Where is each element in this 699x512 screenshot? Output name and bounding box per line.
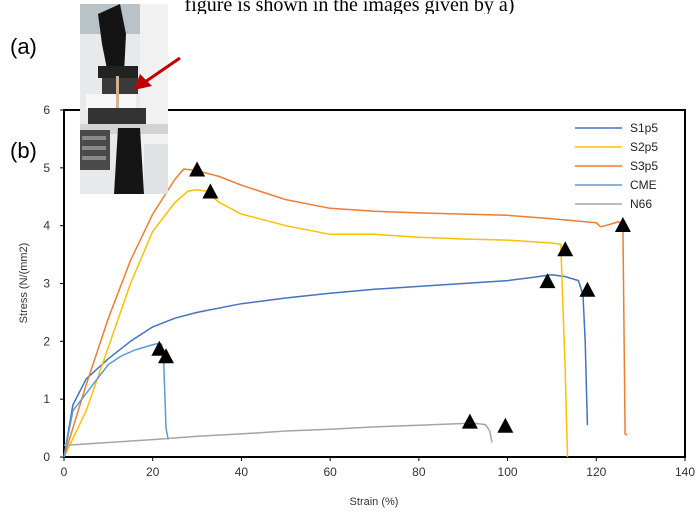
y-tick-label: 0 [43, 450, 50, 464]
test-setup-photo [80, 4, 168, 194]
legend-label-cme: CME [630, 178, 657, 192]
failure-marker-triangle [202, 183, 219, 199]
y-tick-label: 4 [43, 219, 50, 233]
x-tick-label: 60 [323, 465, 337, 479]
x-tick-label: 80 [412, 465, 426, 479]
failure-marker-triangle [151, 340, 168, 356]
axis-ticks: 0 20 40 60 80 100 120 140 0 1 2 3 4 5 6 [43, 103, 695, 479]
series-line-s1p5 [63, 274, 589, 458]
legend: S1p5 S2p5 S3p5 CME N66 [575, 121, 658, 211]
failure-marker-triangle [189, 161, 206, 177]
x-tick-label: 0 [61, 465, 68, 479]
x-tick-label: 40 [235, 465, 249, 479]
series-line-cme [63, 342, 169, 458]
failure-marker-triangle [579, 281, 596, 297]
panel-label-b: (b) [10, 138, 37, 163]
legend-label-s2p5: S2p5 [630, 140, 658, 154]
test-setup-photo-image [80, 4, 168, 194]
y-tick-label: 3 [43, 277, 50, 291]
y-axis-title: Stress (N/(mm2) [18, 243, 30, 324]
y-tick-label: 1 [43, 392, 50, 406]
failure-marker-triangle [158, 348, 175, 364]
y-tick-label: 6 [43, 103, 50, 117]
failure-markers [151, 161, 631, 433]
x-tick-label: 140 [675, 465, 695, 479]
y-tick-label: 2 [43, 334, 50, 348]
legend-label-s1p5: S1p5 [630, 121, 658, 135]
legend-label-n66: N66 [630, 197, 652, 211]
failure-marker-triangle [497, 417, 514, 433]
x-tick-label: 120 [586, 465, 606, 479]
failure-marker-triangle [539, 273, 556, 289]
failure-marker-triangle [614, 217, 631, 233]
failure-marker-triangle [461, 413, 478, 429]
series-line-s2p5 [63, 189, 569, 458]
y-tick-label: 5 [43, 161, 50, 175]
x-tick-label: 100 [498, 465, 518, 479]
series-line-n66 [63, 422, 493, 447]
legend-label-s3p5: S3p5 [630, 159, 658, 173]
x-tick-label: 20 [146, 465, 160, 479]
x-axis-title: Strain (%) [350, 496, 399, 508]
panel-label-a: (a) [10, 34, 37, 59]
series-lines [63, 168, 628, 458]
figure-caption: figure is shown in the images given by a… [184, 0, 515, 14]
series-line-s3p5 [63, 168, 628, 458]
failure-marker-triangle [557, 241, 574, 257]
